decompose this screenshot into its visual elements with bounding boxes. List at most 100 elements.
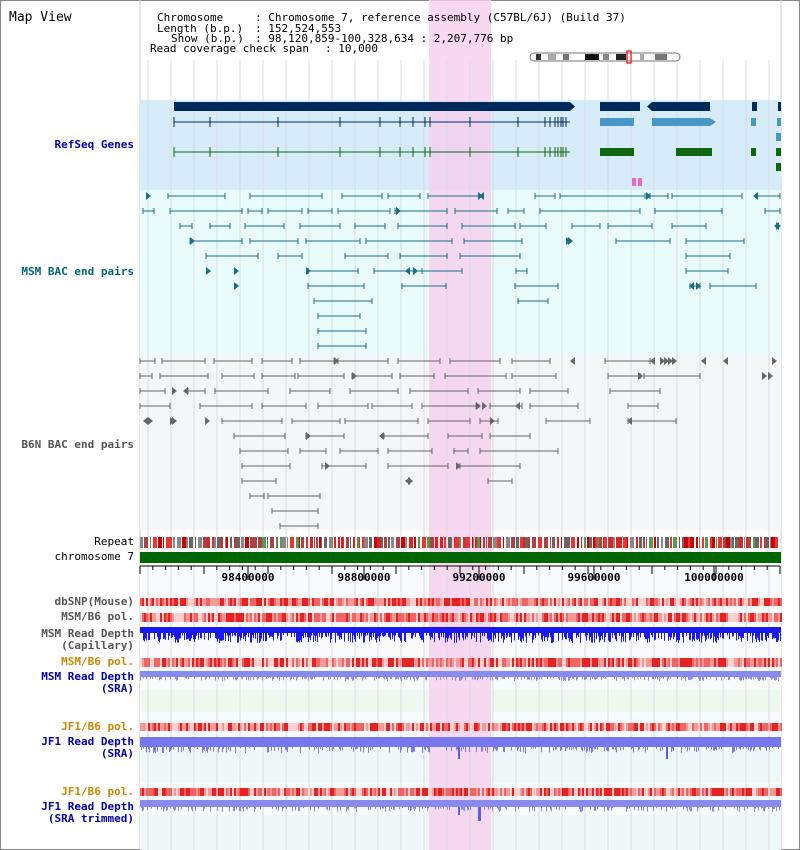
read-depth-bar <box>182 737 183 747</box>
read-depth-bar <box>181 671 182 677</box>
polymorphism-cell <box>554 723 556 731</box>
polymorphism-cell <box>626 598 628 606</box>
polymorphism-cell <box>142 723 144 731</box>
polymorphism-cell <box>580 723 582 731</box>
read-depth-bar <box>719 627 720 633</box>
polymorphism-cell <box>670 723 672 731</box>
polymorphism-cell <box>602 723 604 731</box>
read-depth-bar <box>582 627 583 633</box>
read-depth-bar <box>291 677 292 679</box>
read-depth-bar <box>618 671 619 677</box>
read-depth-bar <box>458 627 459 633</box>
read-depth-bar <box>169 633 170 636</box>
read-depth-bar <box>678 627 679 633</box>
read-depth-bar <box>427 671 428 677</box>
read-depth-bar <box>704 627 705 633</box>
read-depth-bar <box>761 627 762 633</box>
read-depth-bar <box>395 627 396 633</box>
read-depth-bar <box>648 627 649 633</box>
read-depth-bar <box>572 633 573 643</box>
polymorphism-cell <box>680 613 682 622</box>
polymorphism-cell <box>364 658 366 667</box>
polymorphism-cell <box>280 723 282 731</box>
read-depth-bar <box>477 671 478 677</box>
read-depth-bar <box>450 737 451 747</box>
polymorphism-cell <box>474 598 476 606</box>
polymorphism-cell <box>780 598 782 606</box>
read-depth-bar <box>683 633 684 643</box>
read-depth-bar <box>582 671 583 677</box>
polymorphism-cell <box>638 613 640 622</box>
read-depth-bar <box>318 671 319 677</box>
read-depth-bar <box>311 671 312 677</box>
polymorphism-cell <box>588 658 590 667</box>
read-depth-bar <box>503 671 504 677</box>
read-depth-bar <box>228 627 229 633</box>
read-depth-bar <box>164 737 165 747</box>
repeat-segment <box>357 537 359 548</box>
read-depth-bar <box>163 627 164 633</box>
read-depth-bar <box>153 627 154 633</box>
polymorphism-cell <box>162 723 164 731</box>
read-depth-bar <box>406 627 407 633</box>
repeat-segment <box>338 537 340 548</box>
polymorphism-cell <box>462 598 464 606</box>
polymorphism-cell <box>520 598 522 606</box>
polymorphism-cell <box>726 613 728 622</box>
polymorphism-cell <box>338 613 340 622</box>
polymorphism-cell <box>774 658 776 667</box>
polymorphism-cell <box>762 723 764 731</box>
read-depth-bar <box>282 627 283 633</box>
read-depth-bar <box>478 627 479 633</box>
polymorphism-cell <box>730 788 732 796</box>
polymorphism-cell <box>190 788 192 796</box>
read-depth-bar <box>494 627 495 633</box>
read-depth-bar <box>507 627 508 633</box>
read-depth-bar <box>209 677 210 679</box>
read-depth-bar <box>446 671 447 677</box>
polymorphism-cell <box>666 788 668 796</box>
read-depth-bar <box>372 671 373 677</box>
polymorphism-cell <box>160 788 162 796</box>
read-depth-bar <box>722 737 723 747</box>
read-depth-bar <box>758 677 759 681</box>
polymorphism-cell <box>370 658 372 667</box>
read-depth-bar <box>318 627 319 633</box>
read-depth-bar <box>558 677 559 679</box>
repeat-segment <box>673 537 677 548</box>
repeat-segment <box>608 537 609 548</box>
ideogram-view-marker <box>626 50 632 64</box>
read-depth-bar <box>372 737 373 747</box>
read-depth-bar <box>682 627 683 633</box>
read-depth-bar <box>506 627 507 633</box>
read-depth-bar <box>283 671 284 677</box>
read-depth-bar <box>201 633 202 639</box>
polymorphism-cell <box>582 598 584 606</box>
read-depth-bar <box>557 671 558 677</box>
read-depth-bar <box>241 671 242 677</box>
read-depth-bar <box>482 677 483 680</box>
read-depth-bar <box>184 633 185 641</box>
polymorphism-cell <box>514 658 516 667</box>
polymorphism-cell <box>272 788 274 796</box>
polymorphism-cell <box>164 723 166 731</box>
read-depth-bar <box>590 627 591 633</box>
read-depth-bar <box>188 633 189 639</box>
read-depth-bar <box>717 627 718 633</box>
read-depth-bar <box>430 737 431 747</box>
read-depth-bar <box>729 633 730 640</box>
read-depth-bar <box>778 627 779 633</box>
read-depth-bar <box>193 627 194 633</box>
polymorphism-cell <box>450 598 452 606</box>
read-depth-bar <box>389 671 390 677</box>
read-depth-bar <box>312 671 313 677</box>
polymorphism-cell <box>334 613 336 622</box>
polymorphism-cell <box>754 613 756 622</box>
polymorphism-cell <box>724 658 726 667</box>
read-depth-bar <box>164 633 165 639</box>
read-depth-bar <box>709 671 710 677</box>
read-depth-bar <box>696 671 697 677</box>
read-depth-bar <box>297 671 298 677</box>
read-depth-bar <box>613 671 614 677</box>
